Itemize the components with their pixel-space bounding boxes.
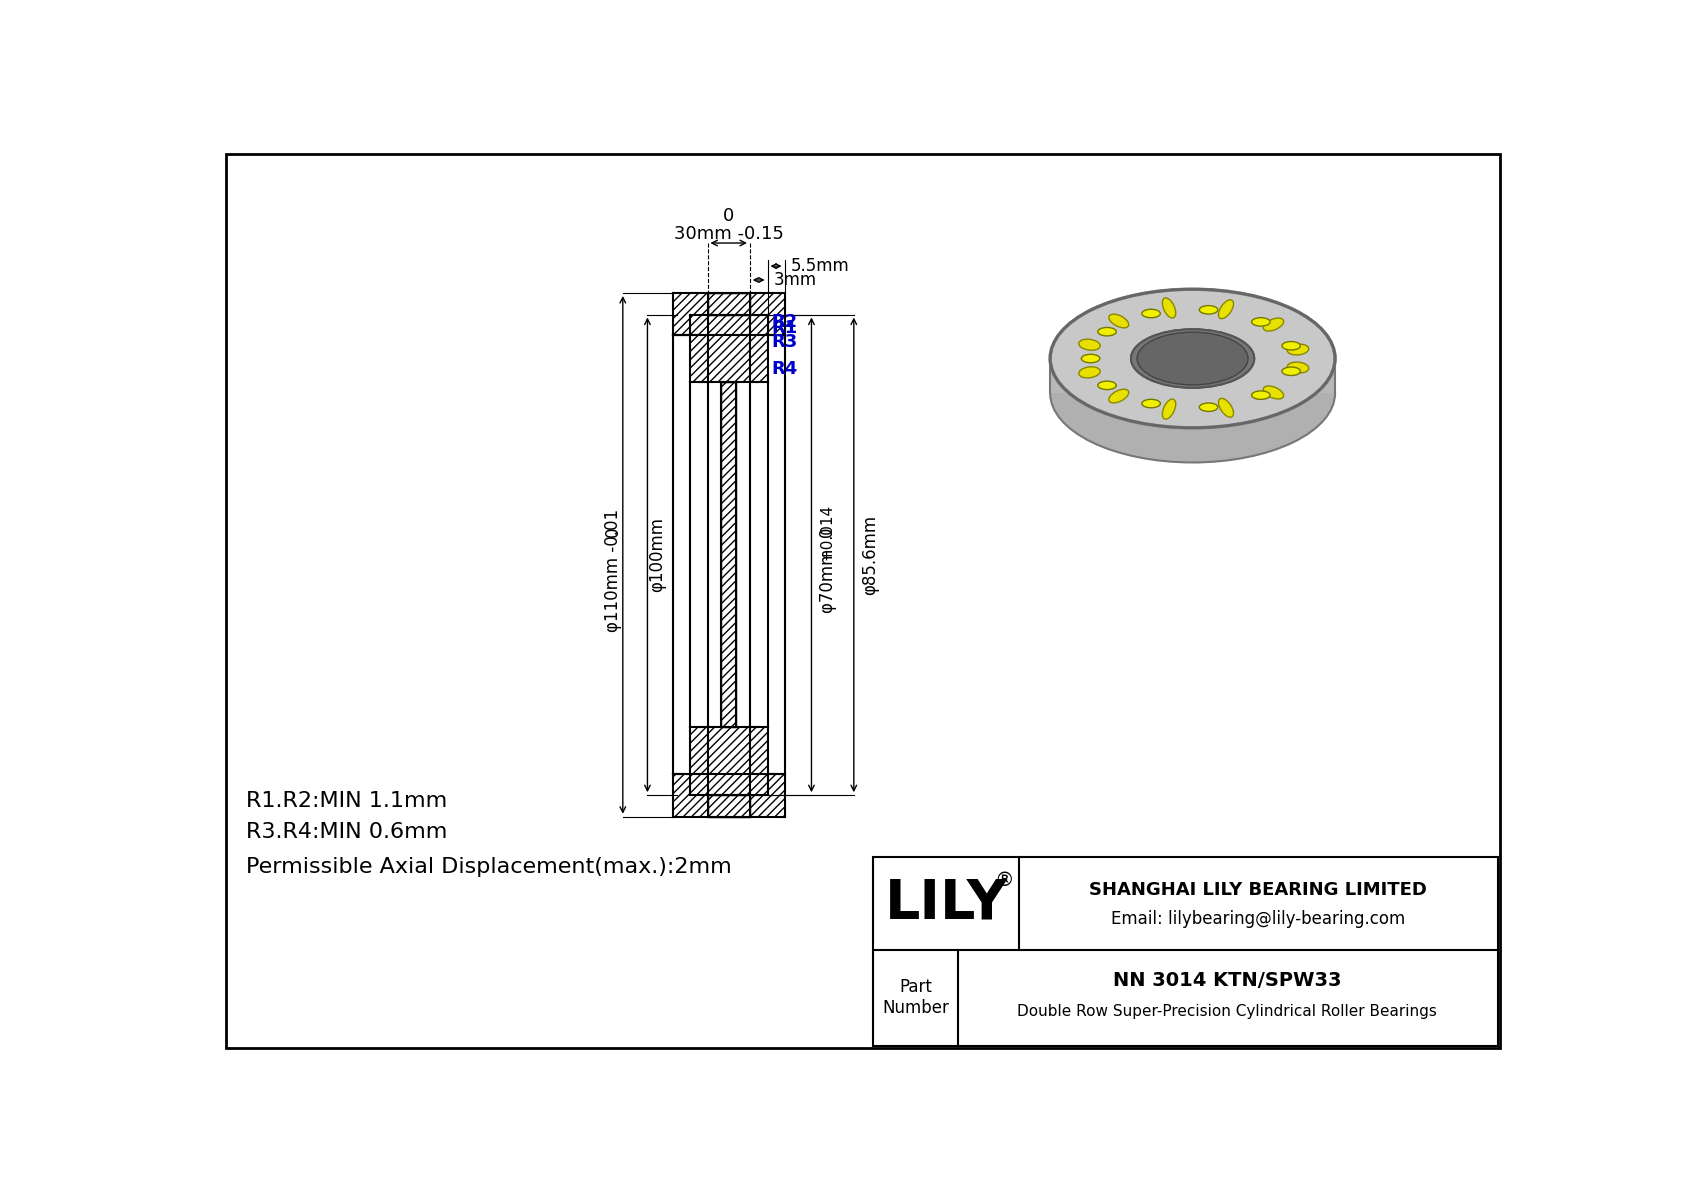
Ellipse shape bbox=[1079, 339, 1100, 350]
Ellipse shape bbox=[1251, 318, 1270, 326]
Text: +0.014: +0.014 bbox=[818, 504, 834, 560]
Bar bbox=[721, 382, 736, 728]
Polygon shape bbox=[1051, 358, 1335, 393]
Text: 3mm: 3mm bbox=[773, 272, 817, 289]
Text: φ100mm: φ100mm bbox=[648, 517, 665, 592]
Ellipse shape bbox=[1199, 306, 1218, 314]
Text: LILY: LILY bbox=[884, 877, 1007, 930]
Ellipse shape bbox=[1162, 298, 1175, 318]
Bar bbox=[872, 858, 1499, 1046]
Bar bbox=[690, 314, 768, 382]
Ellipse shape bbox=[1079, 367, 1100, 378]
Ellipse shape bbox=[1251, 391, 1270, 399]
Text: 5.5mm: 5.5mm bbox=[791, 257, 849, 275]
Bar bbox=[674, 774, 785, 817]
Ellipse shape bbox=[1081, 354, 1100, 363]
Ellipse shape bbox=[1051, 324, 1335, 462]
Ellipse shape bbox=[1199, 403, 1218, 411]
Ellipse shape bbox=[1108, 314, 1128, 328]
Ellipse shape bbox=[1282, 342, 1300, 350]
Ellipse shape bbox=[1132, 329, 1255, 388]
Text: R4: R4 bbox=[771, 360, 798, 378]
Ellipse shape bbox=[1219, 398, 1233, 417]
Ellipse shape bbox=[1142, 310, 1160, 318]
Text: Email: lilybearing@lily-bearing.com: Email: lilybearing@lily-bearing.com bbox=[1111, 910, 1404, 928]
Ellipse shape bbox=[1051, 289, 1335, 428]
Ellipse shape bbox=[1287, 344, 1308, 355]
Ellipse shape bbox=[1287, 362, 1308, 373]
Text: R3.R4:MIN 0.6mm: R3.R4:MIN 0.6mm bbox=[246, 822, 446, 842]
Text: R3: R3 bbox=[771, 332, 798, 350]
Text: φ110mm -0.01: φ110mm -0.01 bbox=[605, 509, 621, 632]
Text: Part
Number: Part Number bbox=[882, 978, 948, 1017]
Text: R1: R1 bbox=[771, 319, 798, 337]
Ellipse shape bbox=[1098, 381, 1116, 389]
Text: NN 3014 KTN/SPW33: NN 3014 KTN/SPW33 bbox=[1113, 971, 1342, 990]
Bar bbox=[707, 293, 749, 314]
Text: φ85.6mm: φ85.6mm bbox=[862, 515, 879, 596]
Ellipse shape bbox=[1282, 367, 1300, 375]
Ellipse shape bbox=[1162, 399, 1175, 419]
Ellipse shape bbox=[1137, 332, 1248, 385]
Bar bbox=[674, 293, 785, 336]
Ellipse shape bbox=[1263, 318, 1283, 331]
Text: R2: R2 bbox=[771, 313, 798, 331]
Text: 0: 0 bbox=[605, 526, 621, 537]
Text: ®: ® bbox=[994, 871, 1014, 890]
Ellipse shape bbox=[1098, 328, 1116, 336]
Bar bbox=[707, 796, 749, 817]
Text: φ70mm  0: φ70mm 0 bbox=[818, 528, 837, 613]
Text: Double Row Super-Precision Cylindrical Roller Bearings: Double Row Super-Precision Cylindrical R… bbox=[1017, 1004, 1436, 1019]
Ellipse shape bbox=[1108, 389, 1128, 403]
Ellipse shape bbox=[1219, 300, 1233, 319]
Ellipse shape bbox=[1132, 329, 1255, 388]
Text: 0: 0 bbox=[722, 207, 734, 225]
Ellipse shape bbox=[1142, 399, 1160, 407]
Ellipse shape bbox=[1051, 289, 1335, 428]
Text: Permissible Axial Displacement(max.):2mm: Permissible Axial Displacement(max.):2mm bbox=[246, 856, 731, 877]
Ellipse shape bbox=[1263, 386, 1283, 399]
Text: R1.R2:MIN 1.1mm: R1.R2:MIN 1.1mm bbox=[246, 791, 446, 811]
Text: 30mm -0.15: 30mm -0.15 bbox=[674, 225, 783, 243]
Text: SHANGHAI LILY BEARING LIMITED: SHANGHAI LILY BEARING LIMITED bbox=[1090, 881, 1426, 899]
Bar bbox=[690, 728, 768, 796]
